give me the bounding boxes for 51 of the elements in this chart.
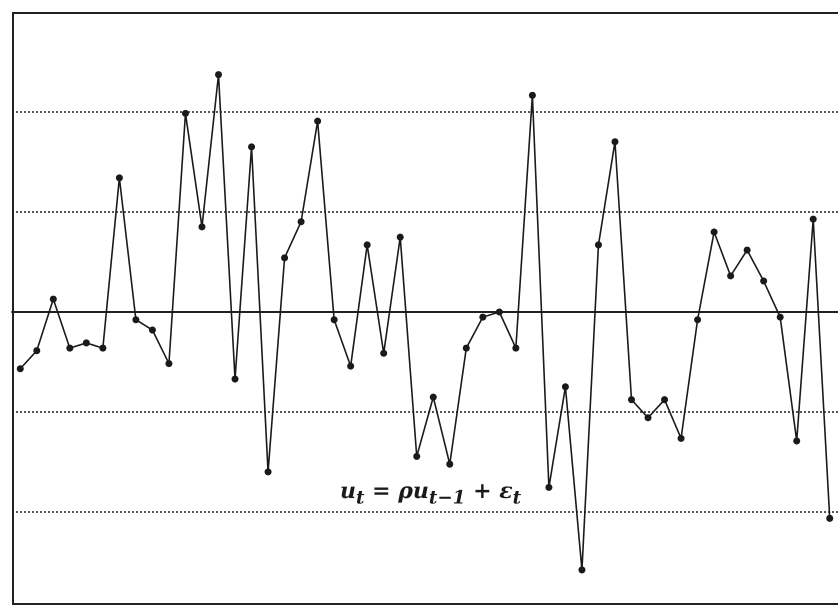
point [248, 143, 256, 150]
point [611, 138, 618, 146]
point [396, 234, 404, 241]
point [165, 360, 172, 368]
point [760, 278, 768, 285]
point [644, 414, 652, 422]
point [281, 254, 288, 262]
point [82, 339, 90, 346]
point [545, 484, 552, 491]
point [232, 376, 239, 383]
point [512, 344, 520, 352]
point [628, 396, 635, 404]
point [744, 246, 751, 254]
point [826, 514, 834, 522]
point [479, 314, 486, 321]
point [380, 350, 388, 357]
point [413, 452, 420, 460]
point [298, 218, 305, 226]
point [264, 468, 272, 476]
point [116, 174, 123, 182]
point [496, 308, 503, 316]
point [347, 362, 354, 370]
point [727, 272, 734, 280]
point [710, 228, 718, 236]
point [446, 460, 454, 468]
point [528, 92, 536, 99]
point [16, 365, 24, 372]
point [594, 241, 602, 248]
point [33, 347, 40, 354]
point [661, 396, 668, 404]
point [50, 296, 57, 303]
point [578, 566, 586, 574]
point [793, 437, 800, 444]
point [99, 344, 106, 352]
point [198, 223, 206, 230]
point [330, 316, 338, 324]
point [562, 383, 569, 390]
point [678, 434, 685, 442]
point [462, 344, 470, 352]
annotation: u$_{t}$ = ρu$_{t−1}$ + ε$_{t}$ [340, 478, 522, 508]
point [776, 314, 784, 321]
point [694, 316, 702, 324]
point [182, 110, 189, 117]
point [364, 241, 371, 248]
point [66, 344, 74, 352]
point [132, 316, 140, 324]
point [148, 326, 156, 334]
point [215, 71, 222, 78]
point [430, 394, 437, 401]
point [314, 118, 322, 125]
point [810, 216, 817, 223]
